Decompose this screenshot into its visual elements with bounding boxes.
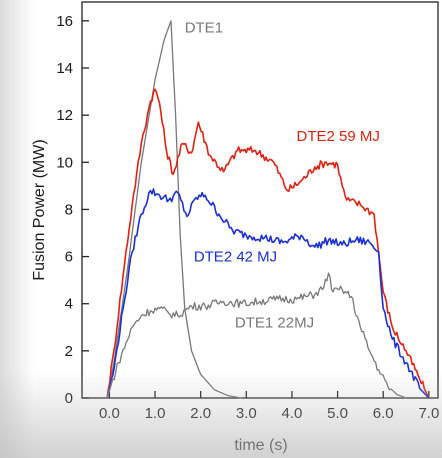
annotation-dte2-59-mj: DTE2 59 MJ — [297, 128, 380, 145]
x-tick-label: 6.0 — [373, 405, 394, 422]
y-tick-label: 2 — [65, 343, 73, 360]
plot-frame — [81, 1, 439, 399]
y-tick-label: 6 — [65, 249, 73, 266]
y-axis-title: Fusion Power (MW) — [31, 139, 48, 280]
annotations: DTE1 DTE2 59 MJ DTE2 42 MJ DTE1 22MJ — [185, 20, 380, 332]
x-tick-label: 2.0 — [190, 405, 211, 422]
y-tick-label: 0 — [65, 390, 73, 407]
x-axis: 0.0 1.0 2.0 3.0 4.0 5.0 6.0 7.0 — [99, 391, 439, 422]
annotation-dte1-22mj: DTE1 22MJ — [235, 314, 314, 331]
y-axis: 0 2 4 6 8 10 12 14 16 — [56, 13, 89, 407]
y-tick-label: 16 — [56, 13, 73, 30]
annotation-dte1: DTE1 — [185, 20, 223, 37]
x-tick-label: 3.0 — [236, 405, 257, 422]
x-tick-label: 0.0 — [99, 405, 120, 422]
y-tick-label: 12 — [56, 107, 73, 124]
x-tick-label: 5.0 — [327, 405, 348, 422]
x-tick-label: 4.0 — [282, 405, 303, 422]
annotation-dte2-42-mj: DTE2 42 MJ — [194, 248, 277, 265]
y-tick-label: 14 — [56, 60, 73, 77]
x-tick-label: 1.0 — [145, 405, 166, 422]
y-tick-label: 10 — [56, 154, 73, 171]
x-tick-label: 7.0 — [418, 405, 439, 422]
series-line-dte1-22mj — [106, 272, 407, 399]
x-axis-title: time (s) — [234, 437, 287, 454]
series-line-dte2-59-mj — [106, 88, 430, 399]
series-line-dte2-42-mj — [106, 188, 430, 399]
series-layer — [106, 20, 430, 399]
y-tick-label: 4 — [65, 296, 73, 313]
y-tick-label: 8 — [65, 201, 73, 218]
